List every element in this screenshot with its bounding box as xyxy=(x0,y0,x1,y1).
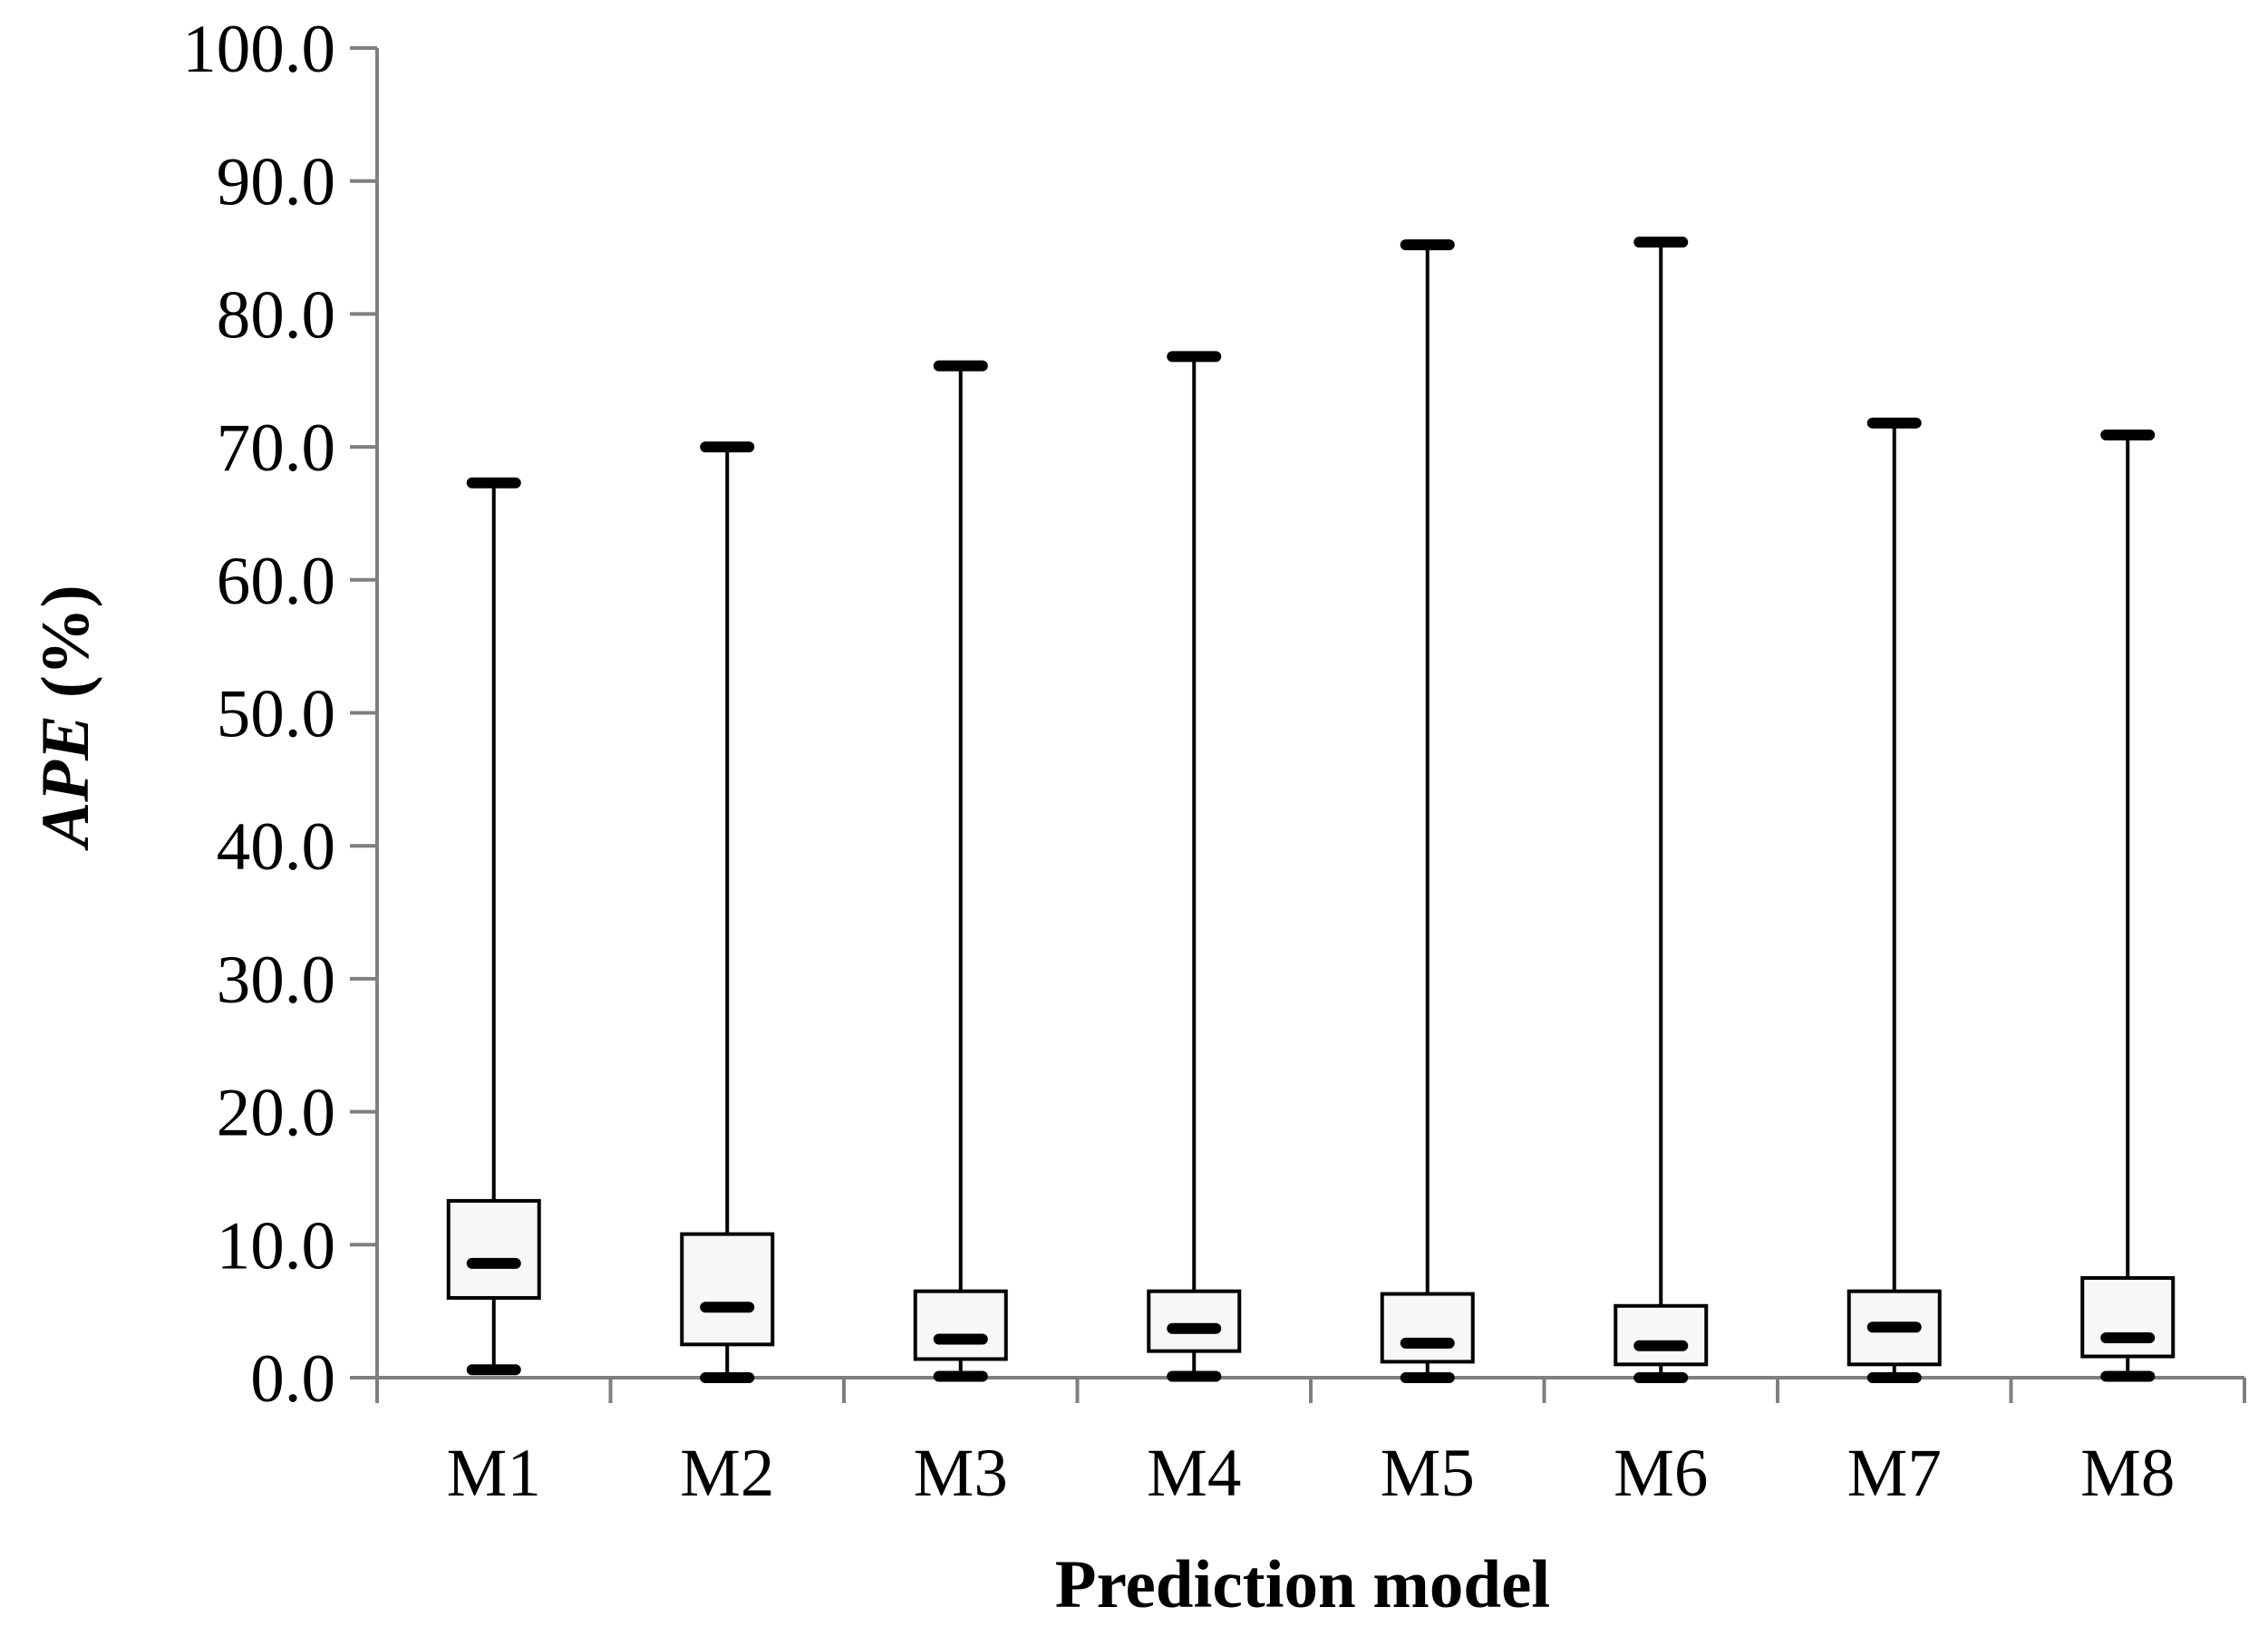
x-category-label: M1 xyxy=(447,1436,541,1511)
box-m5 xyxy=(1380,239,1475,1383)
y-tick-label: 20.0 xyxy=(217,1076,335,1151)
y-tick-label: 70.0 xyxy=(217,411,335,486)
y-tick-label: 0.0 xyxy=(250,1341,335,1417)
box-m1 xyxy=(446,477,541,1376)
boxes-layer xyxy=(446,237,2176,1383)
y-tick-label: 80.0 xyxy=(217,277,335,353)
iqr-box xyxy=(1614,1303,1709,1367)
x-category-label: M3 xyxy=(914,1436,1008,1511)
box-m4 xyxy=(1147,351,1242,1382)
labels-layer: 0.0 10.0 20.0 30.0 40.0 50.0 60.0 70.0 80.0 90.0 1… xyxy=(182,12,2175,1511)
box-m7 xyxy=(1846,417,1942,1383)
iqr-box xyxy=(1380,1292,1475,1364)
box-m8 xyxy=(2080,429,2176,1382)
y-tick-label: 40.0 xyxy=(217,809,335,885)
iqr-box xyxy=(2080,1275,2176,1359)
y-axis-title-unit: (%) xyxy=(28,585,103,715)
y-tick-label: 90.0 xyxy=(217,145,335,220)
iqr-box xyxy=(1147,1289,1242,1353)
y-axis-title-italic: APE xyxy=(28,715,103,851)
y-tick-label: 100.0 xyxy=(182,12,335,87)
x-category-label: M8 xyxy=(2080,1436,2175,1511)
x-category-label: M4 xyxy=(1147,1436,1241,1511)
iqr-box xyxy=(446,1198,541,1300)
y-tick-label: 60.0 xyxy=(217,544,335,619)
x-category-label: M5 xyxy=(1381,1436,1475,1511)
iqr-box xyxy=(680,1232,775,1347)
iqr-box xyxy=(913,1289,1008,1361)
y-tick-label: 30.0 xyxy=(217,943,335,1018)
y-tick-label: 50.0 xyxy=(217,677,335,752)
x-category-label: M6 xyxy=(1614,1436,1708,1511)
box-m6 xyxy=(1614,237,1709,1383)
box-m3 xyxy=(913,360,1008,1382)
y-tick-label: 10.0 xyxy=(217,1208,335,1283)
x-category-label: M7 xyxy=(1847,1436,1942,1511)
x-axis-title: Prediction model xyxy=(1055,1547,1550,1622)
x-category-label: M2 xyxy=(680,1436,774,1511)
y-axis-title: APE (%) xyxy=(28,585,103,851)
axes-layer xyxy=(350,46,2246,1403)
box-m2 xyxy=(680,441,775,1383)
